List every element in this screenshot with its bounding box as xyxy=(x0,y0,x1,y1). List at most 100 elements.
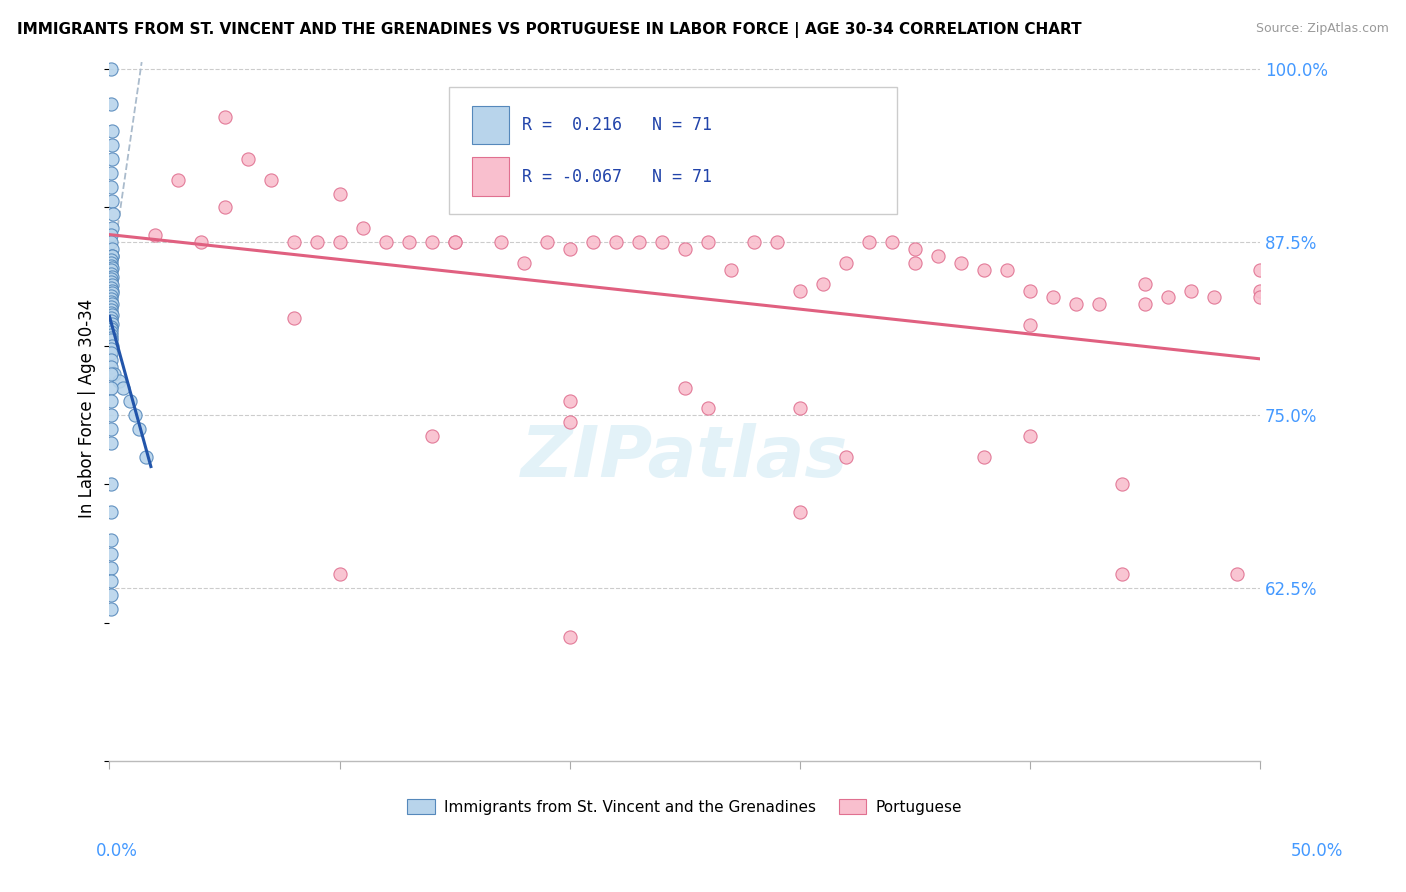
Point xyxy=(927,249,949,263)
Point xyxy=(1133,297,1156,311)
Point xyxy=(512,256,534,270)
Point xyxy=(100,138,122,153)
Point xyxy=(100,574,122,589)
Point xyxy=(100,327,122,342)
Point xyxy=(100,261,122,276)
Point xyxy=(765,235,787,249)
Point xyxy=(100,194,122,208)
Point xyxy=(305,235,328,249)
Point xyxy=(328,567,350,582)
Point xyxy=(124,408,146,422)
Point xyxy=(100,505,122,519)
Point xyxy=(100,477,122,491)
Point xyxy=(100,408,122,422)
Point xyxy=(696,401,718,416)
Point xyxy=(995,262,1018,277)
Point xyxy=(101,207,124,221)
Point xyxy=(1249,291,1271,305)
Point xyxy=(100,253,122,268)
Point xyxy=(742,235,765,249)
Point xyxy=(120,394,142,409)
Text: R = -0.067   N = 71: R = -0.067 N = 71 xyxy=(523,168,713,186)
Point xyxy=(1111,567,1133,582)
Point xyxy=(100,547,122,561)
Point xyxy=(1111,477,1133,491)
Point xyxy=(720,262,742,277)
Point xyxy=(100,367,122,381)
Point xyxy=(100,359,122,374)
Point xyxy=(100,124,122,138)
Point xyxy=(101,249,124,263)
Point xyxy=(100,380,122,394)
Point xyxy=(100,422,122,436)
Point xyxy=(374,235,396,249)
Point xyxy=(100,334,122,348)
Point xyxy=(100,221,122,235)
Point xyxy=(558,242,581,256)
Point xyxy=(100,306,122,320)
Point xyxy=(328,186,350,201)
Point xyxy=(651,235,673,249)
Point xyxy=(100,262,122,277)
Point xyxy=(420,429,443,443)
Point xyxy=(112,380,135,394)
Text: Source: ZipAtlas.com: Source: ZipAtlas.com xyxy=(1256,22,1389,36)
Point xyxy=(100,533,122,547)
Point xyxy=(100,317,122,331)
Point xyxy=(1226,567,1249,582)
Point xyxy=(100,256,122,270)
Point xyxy=(1018,284,1040,298)
Text: ZIPatlas: ZIPatlas xyxy=(522,423,848,492)
Point xyxy=(100,278,122,293)
Text: 0.0%: 0.0% xyxy=(96,842,138,860)
Point xyxy=(100,228,122,243)
Point xyxy=(100,319,122,334)
Legend: Immigrants from St. Vincent and the Grenadines, Portuguese: Immigrants from St. Vincent and the Gren… xyxy=(401,793,969,821)
Point xyxy=(100,311,122,326)
Point xyxy=(100,331,122,345)
Point xyxy=(443,235,465,249)
Point xyxy=(1202,291,1225,305)
Point xyxy=(973,262,995,277)
Y-axis label: In Labor Force | Age 30-34: In Labor Force | Age 30-34 xyxy=(79,299,96,518)
Point xyxy=(100,235,122,249)
Point xyxy=(283,235,305,249)
Point xyxy=(835,450,858,464)
Point xyxy=(100,259,122,273)
Point xyxy=(101,152,124,166)
Point xyxy=(789,401,811,416)
Point xyxy=(100,342,122,356)
Point xyxy=(100,281,122,295)
Point xyxy=(973,450,995,464)
Point xyxy=(789,284,811,298)
Point xyxy=(605,235,627,249)
Point xyxy=(100,314,122,328)
Point xyxy=(536,235,558,249)
Point xyxy=(582,235,605,249)
Point xyxy=(107,374,129,388)
Point xyxy=(352,221,374,235)
Point xyxy=(1180,284,1202,298)
Point xyxy=(100,96,122,111)
Point xyxy=(880,235,903,249)
Point xyxy=(283,311,305,326)
Point xyxy=(1133,277,1156,291)
Point xyxy=(328,235,350,249)
Point xyxy=(1249,262,1271,277)
Point xyxy=(558,630,581,644)
Text: 50.0%: 50.0% xyxy=(1291,842,1343,860)
Point xyxy=(100,436,122,450)
Point xyxy=(100,346,122,360)
Point xyxy=(673,242,696,256)
Point xyxy=(1064,297,1087,311)
Point xyxy=(558,415,581,429)
Point xyxy=(100,269,122,284)
Point xyxy=(1042,291,1064,305)
Point xyxy=(489,235,512,249)
Point xyxy=(627,235,650,249)
Point xyxy=(100,272,122,286)
Point xyxy=(789,505,811,519)
Point xyxy=(100,352,122,367)
Point xyxy=(167,173,190,187)
Point xyxy=(100,325,122,339)
